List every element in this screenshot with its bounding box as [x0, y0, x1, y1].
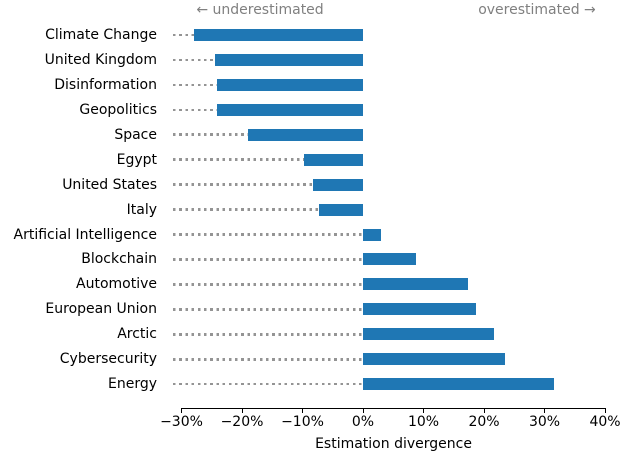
annotation-overestimated: overestimated →	[478, 2, 596, 18]
x-tick	[544, 408, 545, 413]
bar	[319, 203, 363, 216]
category-label: Egypt	[116, 151, 157, 168]
leader-dots	[173, 108, 217, 112]
leader-dots	[173, 183, 313, 186]
x-tick-label: −10%	[281, 414, 324, 430]
leader-dots	[173, 357, 363, 361]
category-label: Geopolitics	[79, 101, 157, 118]
x-tick-label: 20%	[468, 414, 500, 430]
x-axis-title: Estimation divergence	[315, 436, 472, 452]
leader-dots	[173, 258, 363, 261]
x-tick-label: −20%	[220, 414, 264, 430]
bar	[363, 328, 494, 341]
category-label: Disinformation	[54, 76, 157, 93]
category-label: Italy	[126, 201, 157, 218]
x-axis-spine	[181, 408, 606, 409]
bar	[363, 253, 416, 266]
x-tick	[302, 408, 303, 413]
category-label: Arctic	[117, 326, 157, 343]
bar	[248, 128, 363, 141]
leader-dots	[173, 233, 363, 236]
x-tick	[362, 408, 364, 413]
x-tick	[604, 408, 606, 413]
leader-dots	[173, 58, 216, 62]
bar	[216, 78, 363, 91]
category-label: Energy	[107, 376, 157, 393]
leader-dots	[173, 208, 320, 211]
x-tick	[483, 408, 485, 413]
x-tick-label: 40%	[589, 414, 621, 430]
leader-dots	[173, 308, 363, 311]
leader-dots	[173, 133, 249, 137]
category-label: Cybersecurity	[59, 351, 157, 368]
category-label: Automotive	[76, 276, 157, 293]
bar	[312, 178, 363, 191]
x-tick-label: 30%	[528, 414, 561, 430]
category-label: Space	[114, 126, 157, 143]
leader-dots	[173, 283, 363, 286]
bar	[216, 103, 363, 116]
category-label: Climate Change	[45, 27, 157, 43]
leader-dots	[173, 382, 363, 386]
bar	[363, 353, 505, 366]
category-label: Artificial Intelligence	[13, 226, 158, 243]
x-tick-label: −30%	[160, 414, 203, 430]
bar	[363, 228, 382, 241]
annotation-underestimated: ← underestimated	[196, 2, 324, 18]
bar	[363, 303, 476, 316]
x-tick	[241, 408, 243, 413]
category-label: United States	[62, 176, 157, 193]
leader-dots	[173, 33, 194, 37]
bar	[363, 378, 554, 391]
bar	[303, 153, 363, 166]
x-tick	[181, 408, 182, 413]
bar	[193, 29, 363, 41]
category-label: Blockchain	[81, 251, 157, 268]
category-label: European Union	[45, 301, 157, 318]
bar	[363, 278, 469, 291]
leader-dots	[173, 158, 304, 161]
x-tick-label: 0%	[351, 414, 375, 430]
leader-dots	[173, 83, 217, 87]
category-label: United Kingdom	[44, 51, 157, 68]
x-tick	[423, 408, 424, 413]
x-tick-label: 10%	[407, 414, 440, 430]
bar	[215, 53, 363, 66]
leader-dots	[173, 332, 363, 336]
